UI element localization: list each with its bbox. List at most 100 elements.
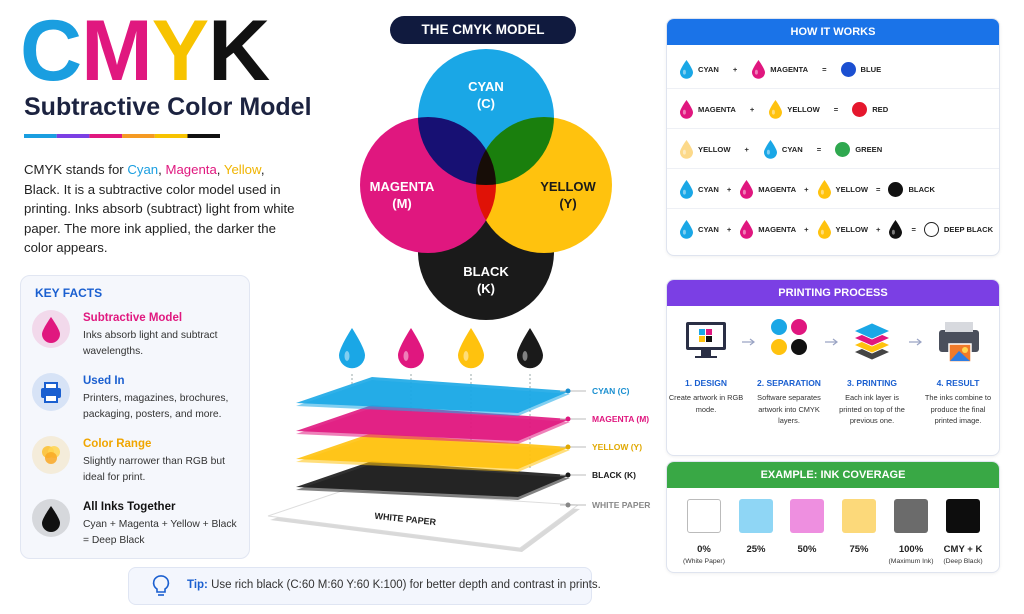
result-item: RED (852, 101, 888, 117)
coverage-box: EXAMPLE: INK COVERAGE 0% (White Paper) 25% 5… (666, 461, 1000, 573)
tip-box: Tip: Use rich black (C:60 M:60 Y:60 K:10… (128, 567, 601, 605)
plus: + (732, 64, 738, 74)
plus: + (749, 104, 755, 114)
result-label: BLACK (908, 184, 936, 194)
icon (680, 220, 693, 239)
fact-icon (32, 310, 70, 348)
step-text: The inks combine to produce the final pr… (924, 393, 992, 425)
ink-item: CYAN (679, 179, 719, 199)
coverage-note: (Maximum Ink) (888, 558, 934, 565)
ink-layer (296, 433, 570, 469)
ink-item: MAGENTA (751, 59, 808, 79)
bulb (152, 575, 170, 593)
result-label: BLUE (860, 64, 882, 74)
fact-icon (32, 373, 70, 411)
ink-layer (296, 405, 570, 441)
sep-dot (791, 319, 807, 335)
plus: + (744, 144, 749, 154)
ink-drop (769, 100, 783, 119)
result-swatch (923, 221, 939, 237)
result-swatch (840, 61, 856, 77)
fact-text: Slightly narrower than RGB but ideal for… (83, 456, 225, 483)
key-facts-box: KEY FACTS Subtractive Model Inks absorb li… (20, 275, 250, 559)
equals: = (876, 184, 881, 194)
leader-dot (565, 388, 571, 394)
leader-dot (565, 416, 571, 422)
how-box: HOW IT WORKS CYAN + MAGENTA = BLUE MAGENTA + YEL… (666, 18, 1000, 256)
title-letter: K (208, 3, 270, 99)
equation-row: CYAN + MAGENTA = BLUE (667, 50, 999, 89)
sep-dot (791, 339, 807, 355)
tip-text: Use rich black (C:60 M:60 Y:60 K:100) fo… (211, 579, 601, 591)
icon (817, 180, 831, 199)
step-title: 1. DESIGN (684, 378, 728, 388)
result-item: GREEN (835, 141, 882, 157)
icon (152, 575, 170, 596)
ink-item: YELLOW (768, 99, 820, 119)
ink-label: MAGENTA (758, 224, 797, 234)
accent-bar (154, 134, 188, 138)
drop-shine (820, 229, 824, 235)
accent-bar (187, 134, 220, 138)
screen-dot (699, 329, 705, 335)
ink-label: CYAN (698, 184, 719, 194)
icon (889, 220, 903, 239)
equation-row: CYAN + MAGENTA + YELLOW + = DEEP BLACK (667, 210, 999, 248)
layer-label: CYAN (C) (592, 386, 630, 396)
ink-drop (680, 100, 693, 119)
coverage-swatch (739, 499, 773, 533)
icon (769, 100, 783, 119)
plus: + (876, 224, 881, 234)
drop-shine (682, 229, 686, 235)
icon (42, 317, 60, 343)
equals: = (822, 64, 827, 74)
tip-line: Tip: Use rich black (C:60 M:60 Y:60 K:10… (187, 579, 601, 591)
fact-title: Subtractive Model (83, 312, 183, 324)
equation-row: YELLOW + CYAN = GREEN (667, 130, 999, 169)
coverage-label: 25% (746, 544, 766, 555)
ink-circle (476, 117, 612, 253)
equals: = (816, 144, 822, 154)
ink-label: CYAN (698, 224, 719, 234)
printer-top (945, 322, 973, 332)
ink-item: CYAN (679, 219, 719, 239)
sep-dot (771, 339, 787, 355)
photo-sun (962, 347, 968, 353)
equation-row: MAGENTA + YELLOW = RED (667, 90, 999, 129)
model-title: THE CMYK MODEL (390, 16, 576, 44)
coverage-swatch (842, 499, 876, 533)
circle-code: (Y) (559, 196, 576, 211)
ink-label: MAGENTA (698, 104, 736, 114)
plus: + (726, 184, 732, 194)
intro-part: , Black. It is a subtractive color model… (24, 162, 295, 255)
icon (680, 180, 693, 199)
arrow-head (916, 338, 922, 346)
ink-drop (339, 328, 365, 369)
monitor-base (695, 356, 717, 358)
ink-item: CYAN (679, 59, 719, 79)
drop-shine (772, 109, 776, 115)
arrow-head (749, 338, 755, 346)
screen-dot (699, 336, 705, 342)
range-circle (45, 452, 57, 464)
fact-title: All Inks Together (83, 501, 176, 513)
coverage-note: (White Paper) (683, 558, 725, 565)
intro-part: Yellow (223, 162, 261, 177)
ink-drop (740, 180, 754, 199)
ink-label: CYAN (698, 64, 719, 74)
step-text: Software separates artwork into CMYK lay… (757, 393, 821, 425)
process-box: PRINTING PROCESS 1. DESIGN Create artwork … (666, 279, 1000, 456)
circle-name: MAGENTA (370, 179, 435, 194)
ink-label: MAGENTA (770, 64, 809, 74)
layer-label: YELLOW (Y) (592, 442, 642, 452)
ink-label: YELLOW (698, 144, 731, 154)
monitor-stand (701, 350, 711, 356)
ink-drop (680, 180, 693, 199)
accent-bar (89, 134, 123, 138)
stack-layer (853, 322, 891, 340)
ink-label: YELLOW (835, 184, 869, 194)
key-facts-title: KEY FACTS (35, 286, 103, 300)
circle-code: (M) (392, 196, 412, 211)
coverage-label: 0% (697, 544, 711, 555)
